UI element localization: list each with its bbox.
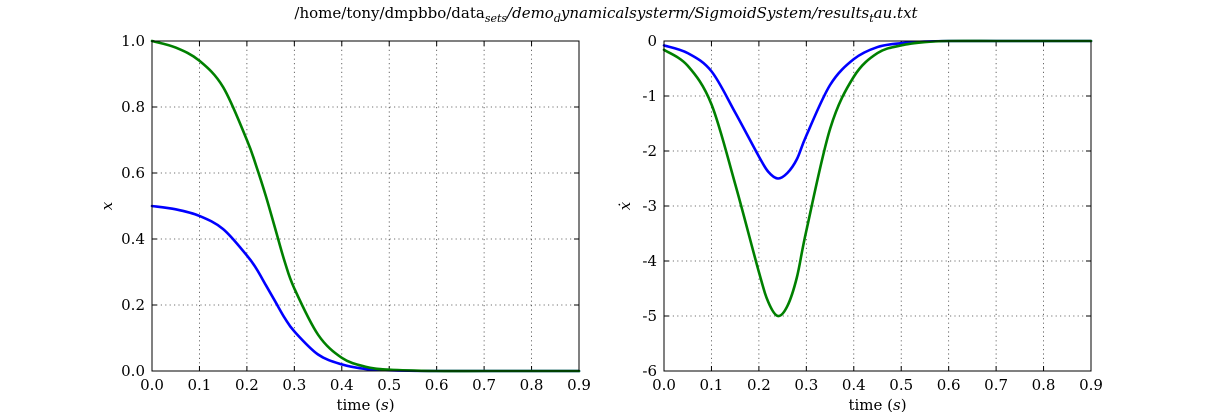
velocity-xtick-label: 0.4 bbox=[842, 376, 866, 394]
position-xtick-label: 0.8 bbox=[520, 376, 544, 394]
velocity-xtick-label: 0.2 bbox=[747, 376, 771, 394]
title-subscript-1: sets bbox=[484, 12, 508, 25]
velocity-ytick-label: -5 bbox=[642, 307, 657, 325]
velocity-xtick-label: 0.3 bbox=[794, 376, 818, 394]
position-series-line-1 bbox=[150, 204, 581, 373]
position-xtick-label: 0.9 bbox=[567, 376, 591, 394]
velocity-xtick-label: 0.9 bbox=[1079, 376, 1103, 394]
position-xaxis-label: time (s) bbox=[336, 396, 394, 412]
title-subscript-2: d bbox=[553, 12, 561, 25]
velocity-xaxis-label: time (s) bbox=[848, 396, 906, 412]
position-ytick-label: 0.8 bbox=[121, 98, 145, 116]
velocity-ytick-label: -6 bbox=[642, 362, 657, 380]
position-xtick-label: 0.2 bbox=[235, 376, 259, 394]
position-series-line-2 bbox=[150, 39, 581, 373]
velocity-xtick-label: 0.5 bbox=[889, 376, 913, 394]
velocity-xtick-label: 0.0 bbox=[652, 376, 676, 394]
position-ytick-label: 1.0 bbox=[121, 32, 145, 50]
position-xtick-label: 0.7 bbox=[472, 376, 496, 394]
position-xtick-label: 0.0 bbox=[140, 376, 164, 394]
position-plot: 0.0 0.1 0.2 0.3 0.4 0.5 0.6 0.7 0.8 0.9 0.0 0.2 0.4 0… bbox=[98, 32, 591, 412]
velocity-plot-frame bbox=[663, 40, 1092, 372]
title-italic-end: au.txt bbox=[873, 4, 918, 22]
title-subscript-3: t bbox=[869, 12, 874, 25]
figure-title: /home/tony/dmpbbo/datasets/demodynamical… bbox=[0, 4, 1212, 25]
velocity-xtick-label: 0.7 bbox=[984, 376, 1008, 394]
velocity-yaxis-label: ẋ bbox=[616, 201, 634, 210]
velocity-plot: 0.0 0.1 0.2 0.3 0.4 0.5 0.6 0.7 0.8 0.9 -6 -5 -4 -3 -2… bbox=[616, 32, 1103, 412]
title-italic-rest: ynamicalsysterm/SigmoidSystem/results bbox=[560, 4, 870, 22]
velocity-series-line-2 bbox=[662, 39, 1093, 318]
position-ytick-label: 0.6 bbox=[121, 164, 145, 182]
velocity-ytick-label: 0 bbox=[647, 32, 657, 50]
position-ytick-label: 0.4 bbox=[121, 230, 145, 248]
title-italic-mid: /demo bbox=[507, 4, 554, 22]
velocity-ytick-label: -3 bbox=[642, 197, 657, 215]
position-xtick-label: 0.3 bbox=[282, 376, 306, 394]
position-yaxis-label: x bbox=[98, 201, 116, 210]
velocity-ytick-label: -4 bbox=[642, 252, 657, 270]
velocity-ytick-label: -1 bbox=[642, 87, 657, 105]
velocity-xtick-label: 0.6 bbox=[937, 376, 961, 394]
velocity-ytick-label: -2 bbox=[642, 142, 657, 160]
position-xtick-label: 0.6 bbox=[425, 376, 449, 394]
position-ytick-label: 0.0 bbox=[121, 362, 145, 380]
position-plot-frame bbox=[151, 40, 580, 372]
velocity-xtick-label: 0.8 bbox=[1032, 376, 1056, 394]
title-path-prefix: /home/tony/dmpbbo/data bbox=[294, 4, 485, 22]
position-xtick-label: 0.5 bbox=[377, 376, 401, 394]
position-xtick-label: 0.4 bbox=[330, 376, 354, 394]
position-ytick-label: 0.2 bbox=[121, 296, 145, 314]
velocity-xtick-label: 0.1 bbox=[700, 376, 724, 394]
position-xtick-label: 0.1 bbox=[188, 376, 212, 394]
